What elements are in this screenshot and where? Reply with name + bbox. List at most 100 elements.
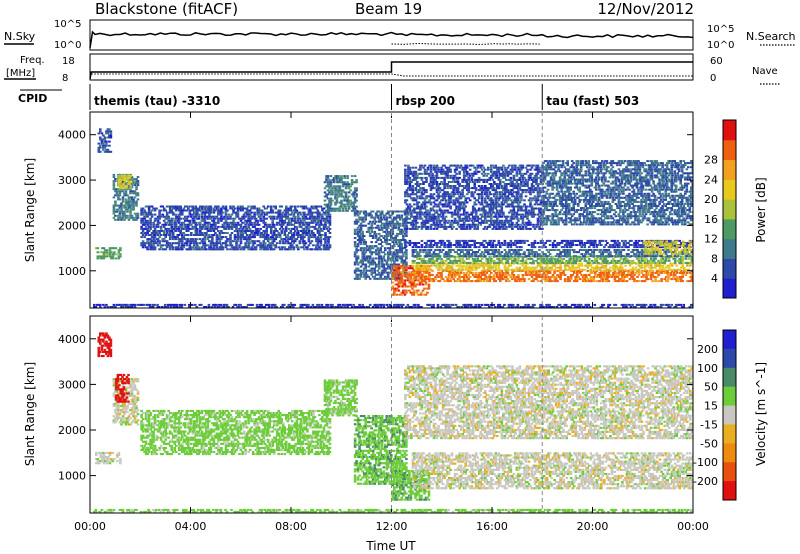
power-cell — [304, 215, 308, 218]
power-cell — [152, 248, 155, 251]
power-cell — [453, 268, 457, 271]
power-cell — [324, 246, 327, 249]
power-cell — [397, 228, 401, 231]
power-cell — [194, 240, 198, 243]
power-cell — [259, 248, 262, 251]
power-cell — [630, 268, 633, 271]
power-cell — [399, 210, 402, 213]
power-cell — [640, 249, 644, 251]
power-cell — [365, 249, 369, 252]
power-cell — [313, 234, 317, 236]
power-cell — [254, 230, 258, 232]
power-cell — [394, 271, 398, 274]
power-cell — [262, 219, 265, 222]
power-cell — [101, 251, 104, 254]
power-cell — [613, 269, 617, 272]
power-cell — [165, 205, 169, 208]
power-cell — [554, 261, 558, 264]
power-cell — [491, 246, 495, 249]
power-cell — [477, 249, 481, 251]
power-cell — [129, 208, 132, 211]
power-cell — [679, 271, 683, 274]
power-cell — [387, 259, 390, 262]
power-cell — [447, 271, 451, 274]
power-cell — [545, 278, 549, 281]
power-cell — [382, 251, 386, 254]
power-cell — [470, 253, 473, 256]
power-cell — [164, 223, 167, 226]
power-cell — [399, 232, 402, 235]
power-cell — [435, 259, 439, 262]
power-cell — [124, 198, 128, 201]
power-cell — [329, 201, 333, 204]
power-cell — [312, 217, 315, 220]
power-cell — [425, 269, 428, 272]
power-cell — [179, 246, 182, 249]
power-cell — [426, 278, 430, 281]
power-cell — [384, 224, 387, 227]
power-cell — [353, 199, 357, 202]
power-cell — [337, 181, 340, 184]
power-cell — [412, 281, 416, 284]
power-cell — [462, 253, 466, 256]
power-cell — [506, 259, 510, 262]
power-cell — [218, 213, 222, 216]
power-cell — [494, 251, 498, 254]
power-cell — [135, 204, 138, 207]
power-heatmap — [93, 128, 693, 308]
power-cell — [223, 215, 226, 218]
power-cell — [390, 222, 393, 225]
power-cell — [334, 207, 337, 210]
power-cell — [214, 205, 217, 208]
power-cell — [425, 266, 428, 269]
power-cell — [236, 223, 240, 226]
power-cell — [174, 225, 178, 228]
power-cell — [358, 212, 361, 215]
power-cell — [480, 242, 484, 244]
power-cell — [150, 215, 154, 218]
power-cell — [164, 248, 167, 251]
power-cell — [565, 251, 568, 254]
power-cell — [303, 236, 306, 239]
power-cell — [553, 276, 556, 278]
power-cell — [405, 263, 408, 266]
power-cell — [191, 227, 195, 230]
power-cell — [388, 210, 392, 213]
power-cell — [403, 289, 407, 292]
power-cell — [474, 251, 478, 254]
power-cell — [376, 269, 379, 272]
power-cell — [202, 244, 205, 247]
power-cell — [669, 262, 672, 265]
power-cell — [129, 187, 133, 190]
power-cell — [374, 241, 378, 244]
power-cell — [319, 238, 323, 241]
power-cell — [102, 255, 106, 258]
power-cell — [600, 253, 603, 256]
power-cell — [212, 246, 216, 249]
power-cell — [374, 245, 378, 248]
power-cell — [364, 224, 367, 227]
power-cell — [374, 235, 378, 237]
power-cell — [269, 215, 273, 218]
power-cell — [212, 242, 216, 245]
power-cell — [224, 240, 228, 243]
power-cell — [426, 255, 430, 258]
power-cell — [179, 209, 182, 212]
power-cell — [380, 269, 384, 272]
power-cell — [229, 236, 232, 239]
power-cell — [368, 249, 372, 252]
power-cell — [456, 274, 460, 276]
power-cell — [144, 215, 148, 218]
power-cell — [414, 249, 418, 251]
power-cell — [473, 251, 476, 254]
power-cell — [193, 234, 196, 236]
power-cell — [150, 236, 154, 239]
power-cell — [413, 242, 416, 244]
power-cell — [362, 263, 366, 266]
power-cell — [361, 220, 364, 223]
power-cell — [365, 230, 369, 233]
power-cell — [101, 255, 104, 258]
power-cell — [464, 255, 467, 258]
power-cell — [479, 242, 482, 244]
power-cell — [649, 266, 653, 269]
